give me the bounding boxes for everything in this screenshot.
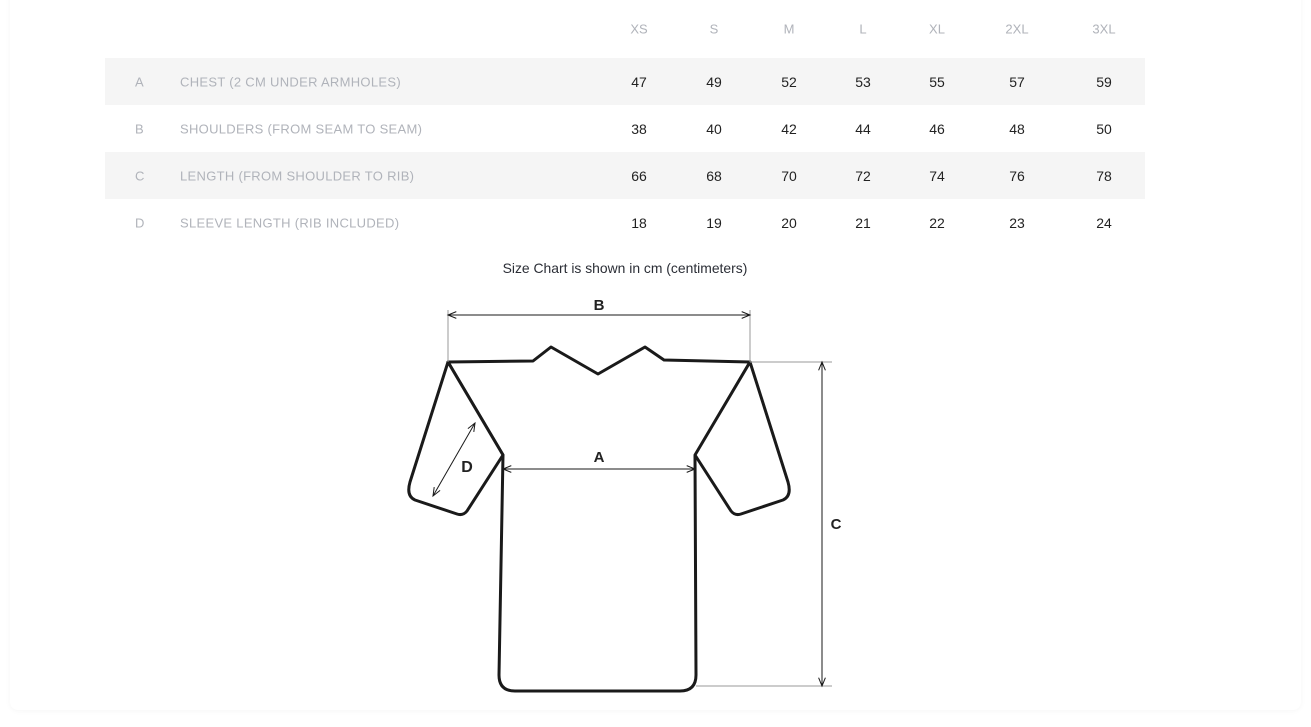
svg-text:B: B: [594, 297, 605, 314]
svg-text:C: C: [831, 516, 842, 533]
svg-text:A: A: [594, 449, 605, 466]
svg-text:D: D: [461, 459, 473, 476]
